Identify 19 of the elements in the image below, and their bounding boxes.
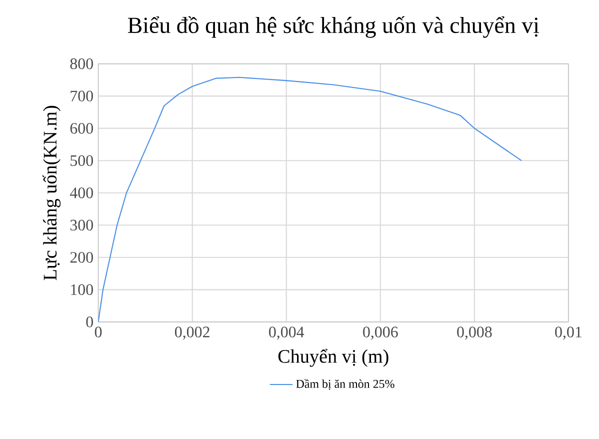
x-tick-label: 0 <box>94 326 102 338</box>
y-axis-title: Lực kháng uốn(KN.m) <box>42 106 61 280</box>
x-tick-label: 0,01 <box>555 326 582 340</box>
y-tick-label: 300 <box>70 220 93 230</box>
y-tick-label: 700 <box>70 90 93 102</box>
y-tick-label: 0 <box>86 316 93 328</box>
chart-title: Biểu đồ quan hệ sức kháng uốn và chuyển vị <box>128 16 540 38</box>
x-tick-label: 0,006 <box>363 326 398 340</box>
y-tick-label: 100 <box>71 284 93 295</box>
y-tick-label: 800 <box>70 58 93 70</box>
y-tick-label: 500 <box>70 155 93 166</box>
x-tick-label: 0,008 <box>457 326 492 340</box>
y-tick-label: 200 <box>70 252 93 263</box>
x-tick-label: 0,004 <box>269 326 304 340</box>
x-axis-title: Chuyển vị (m) <box>278 348 388 367</box>
y-tick-label: 600 <box>70 122 93 134</box>
legend-label: Dầm bị ăn mòn 25% <box>296 379 394 390</box>
y-tick-label: 400 <box>70 187 93 198</box>
x-tick-label: 0,002 <box>174 326 210 340</box>
